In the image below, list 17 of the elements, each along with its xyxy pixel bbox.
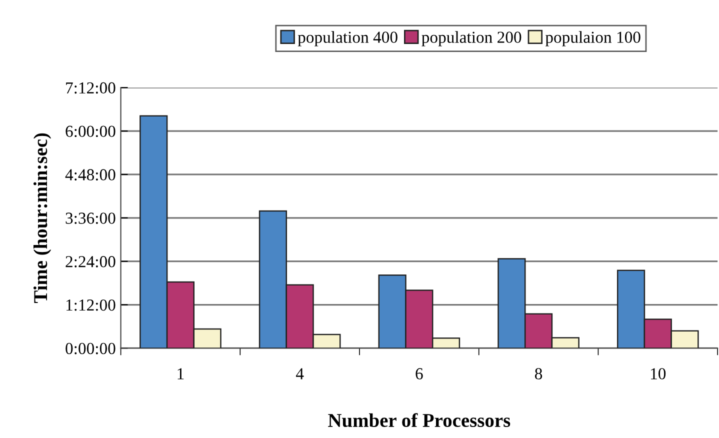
x-tick-label: 10 [651, 368, 666, 380]
y-axis-title: Time (hour:min:sec) [33, 133, 52, 304]
y-tick-label: 1:12:00 [66, 299, 116, 311]
x-tick-label: 1 [178, 368, 184, 380]
x-tick-label: 8 [535, 368, 542, 380]
x-axis-title: Number of Processors [328, 413, 510, 428]
y-tick-label: 2:24:00 [66, 256, 116, 268]
legend-label: population 400 [298, 31, 398, 46]
y-tick-label: 0:00:00 [66, 342, 116, 354]
x-tick-label: 6 [416, 368, 423, 380]
legend-label: populaion 100 [545, 31, 640, 46]
legend-label: population 200 [422, 31, 522, 46]
y-tick-label: 6:00:00 [66, 126, 116, 138]
y-tick-label: 7:12:00 [66, 82, 116, 94]
x-tick-label: 4 [296, 368, 304, 380]
y-tick-label: 4:48:00 [65, 169, 116, 180]
y-tick-label: 3:36:00 [66, 212, 116, 224]
